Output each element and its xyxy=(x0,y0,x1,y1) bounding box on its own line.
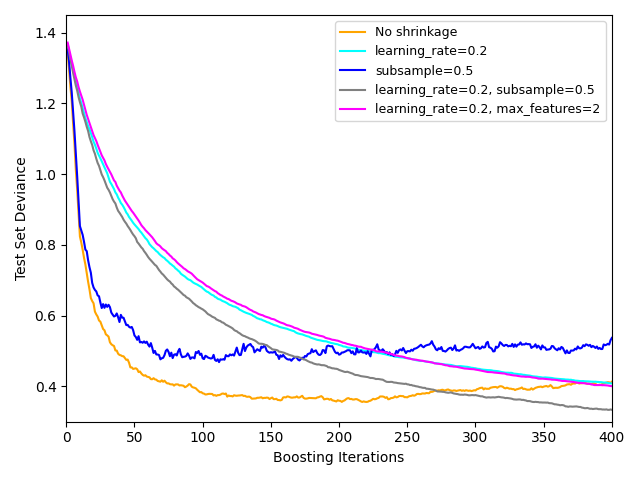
learning_rate=0.2, subsample=0.5 xyxy=(64,41,72,47)
learning_rate=0.2 xyxy=(406,356,414,361)
learning_rate=0.2, max_features=2 xyxy=(460,365,467,371)
learning_rate=0.2 xyxy=(460,363,467,369)
learning_rate=0.2, max_features=2 xyxy=(279,321,287,326)
learning_rate=0.2, subsample=0.5 xyxy=(241,333,249,339)
learning_rate=0.2, subsample=0.5 xyxy=(608,407,616,413)
subsample=0.5 xyxy=(461,344,468,349)
learning_rate=0.2, subsample=0.5 xyxy=(605,407,613,413)
X-axis label: Boosting Iterations: Boosting Iterations xyxy=(273,451,404,465)
No shrinkage xyxy=(358,399,366,405)
subsample=0.5 xyxy=(458,347,466,352)
learning_rate=0.2 xyxy=(64,42,72,48)
subsample=0.5 xyxy=(408,347,415,353)
learning_rate=0.2, max_features=2 xyxy=(406,356,414,361)
learning_rate=0.2 xyxy=(279,325,287,331)
subsample=0.5 xyxy=(243,345,250,350)
No shrinkage xyxy=(241,393,249,399)
No shrinkage xyxy=(279,395,287,400)
learning_rate=0.2, max_features=2 xyxy=(64,40,72,46)
No shrinkage xyxy=(461,388,468,394)
learning_rate=0.2, max_features=2 xyxy=(456,365,464,371)
learning_rate=0.2, subsample=0.5 xyxy=(406,382,414,388)
Line: No shrinkage: No shrinkage xyxy=(68,52,612,402)
No shrinkage xyxy=(64,49,72,55)
learning_rate=0.2 xyxy=(241,310,249,315)
learning_rate=0.2, subsample=0.5 xyxy=(279,349,287,355)
subsample=0.5 xyxy=(129,327,137,333)
No shrinkage xyxy=(608,379,616,384)
learning_rate=0.2, subsample=0.5 xyxy=(456,392,464,397)
Y-axis label: Test Set Deviance: Test Set Deviance xyxy=(15,156,29,280)
learning_rate=0.2, max_features=2 xyxy=(608,384,616,389)
learning_rate=0.2, max_features=2 xyxy=(129,210,137,216)
Line: learning_rate=0.2, subsample=0.5: learning_rate=0.2, subsample=0.5 xyxy=(68,44,612,410)
learning_rate=0.2, subsample=0.5 xyxy=(460,392,467,398)
subsample=0.5 xyxy=(64,47,72,52)
learning_rate=0.2 xyxy=(456,363,464,369)
Line: learning_rate=0.2: learning_rate=0.2 xyxy=(68,45,612,384)
Line: subsample=0.5: subsample=0.5 xyxy=(68,49,612,362)
No shrinkage xyxy=(408,393,415,399)
subsample=0.5 xyxy=(608,335,616,341)
No shrinkage xyxy=(458,388,466,394)
Line: learning_rate=0.2, max_features=2: learning_rate=0.2, max_features=2 xyxy=(68,43,612,386)
learning_rate=0.2 xyxy=(608,381,616,386)
learning_rate=0.2 xyxy=(129,220,137,226)
subsample=0.5 xyxy=(215,359,223,365)
learning_rate=0.2, max_features=2 xyxy=(241,304,249,310)
Legend: No shrinkage, learning_rate=0.2, subsample=0.5, learning_rate=0.2, subsample=0.5: No shrinkage, learning_rate=0.2, subsamp… xyxy=(335,21,605,121)
No shrinkage xyxy=(129,366,137,372)
subsample=0.5 xyxy=(281,354,289,360)
learning_rate=0.2, subsample=0.5 xyxy=(129,232,137,238)
